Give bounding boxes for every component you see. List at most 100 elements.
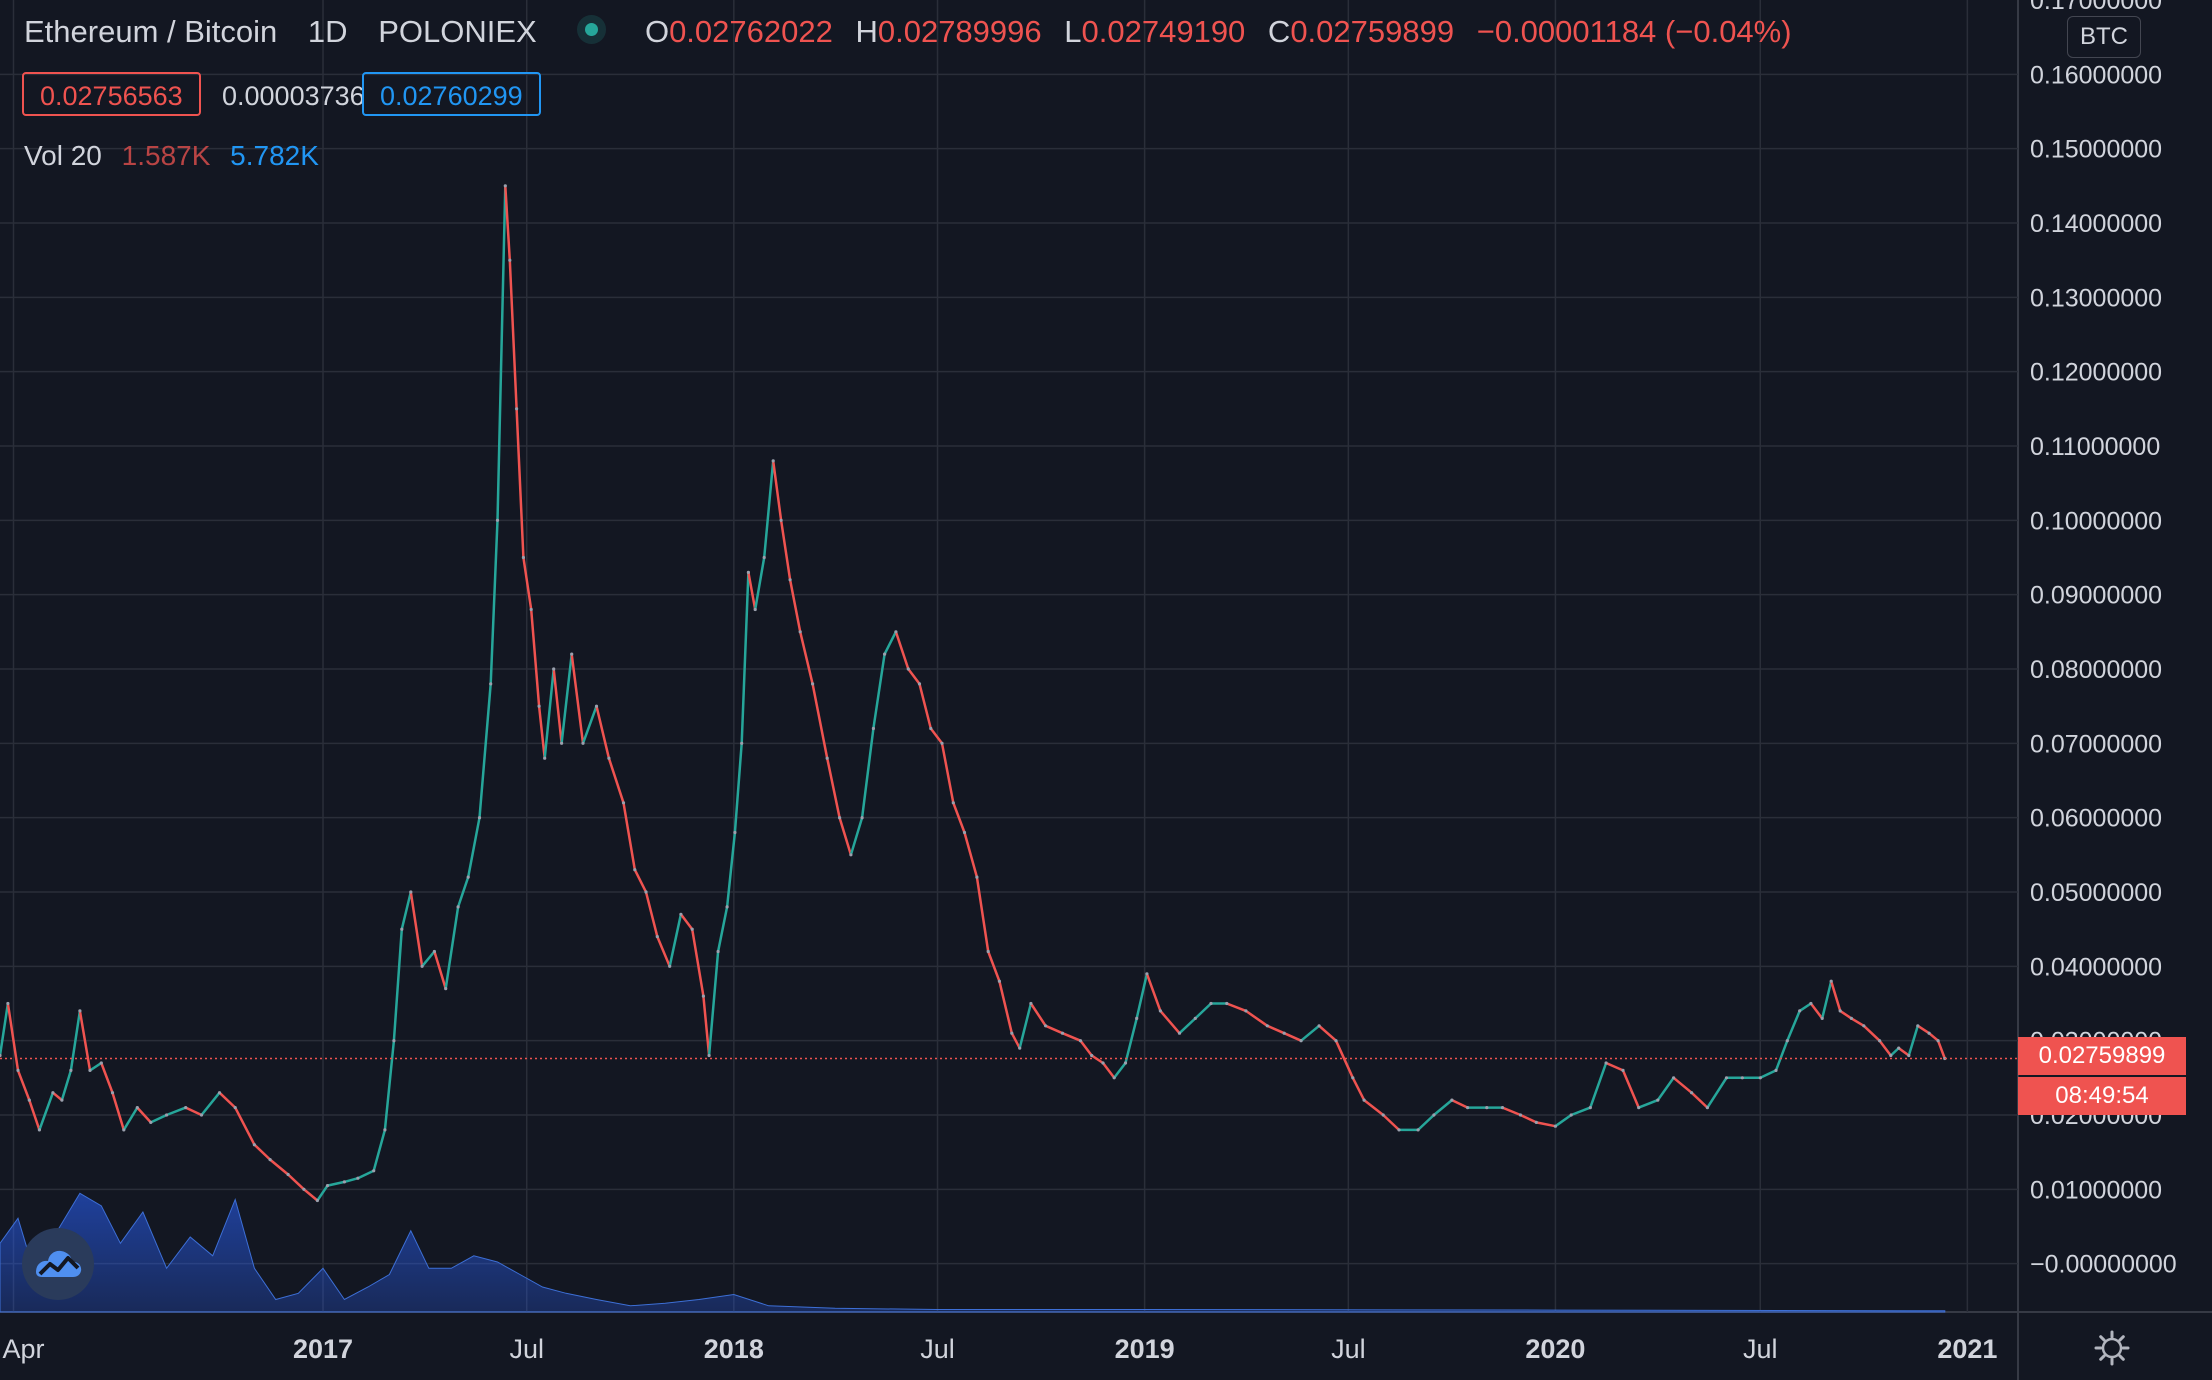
price-point	[51, 1091, 55, 1095]
price-point	[252, 1143, 256, 1147]
volume-label[interactable]: Vol 20	[24, 140, 102, 171]
price-segment	[1535, 1121, 1557, 1128]
price-point	[217, 1091, 222, 1095]
price-segment	[100, 1061, 114, 1094]
volume-area	[0, 1192, 1946, 1313]
price-point	[1889, 1053, 1893, 1058]
price-segment	[825, 756, 841, 819]
y-tick-label: 0.12000000	[2030, 359, 2162, 387]
open-value: 0.02762022	[669, 14, 833, 49]
price-point	[1829, 979, 1833, 983]
y-tick-label: 0.14000000	[2030, 210, 2162, 238]
price-point	[594, 704, 599, 708]
price-point	[1193, 1016, 1197, 1021]
price-segment	[1079, 1039, 1093, 1057]
price-segment	[1916, 1024, 1931, 1035]
price-segment	[1090, 1054, 1105, 1065]
price-point	[1656, 1098, 1660, 1102]
price-point	[543, 756, 547, 760]
close-label: C	[1267, 14, 1291, 49]
price-segment	[1266, 1024, 1286, 1035]
price-point	[529, 607, 533, 612]
close-value: 0.02759899	[1290, 14, 1455, 49]
price-segment	[907, 667, 921, 686]
price-point	[849, 853, 853, 857]
tradingview-cloud-icon	[36, 1250, 82, 1277]
price-segment	[28, 1098, 41, 1132]
price-point	[16, 1068, 20, 1072]
price-segment	[1759, 1069, 1778, 1080]
price-segment	[860, 727, 875, 819]
price-point	[521, 555, 526, 560]
price-point	[1798, 1009, 1802, 1013]
price-segment	[1774, 1039, 1789, 1072]
price-segment	[1018, 1002, 1033, 1050]
price-segment	[356, 1169, 375, 1180]
sell-price-button[interactable]: 0.02756563	[22, 72, 201, 116]
price-segment	[1936, 1039, 1947, 1060]
symbol-name[interactable]: Ethereum / Bitcoin	[24, 14, 278, 49]
price-segment	[496, 184, 507, 522]
price-point	[315, 1198, 319, 1203]
price-point	[37, 1128, 42, 1132]
price-segment	[515, 407, 525, 559]
price-segment	[1029, 1002, 1047, 1028]
price-segment	[165, 1106, 187, 1117]
y-tick-label: 0.09000000	[2030, 582, 2162, 610]
price-segment	[716, 905, 729, 953]
price-point	[0, 1053, 2, 1058]
price-segment	[1798, 1002, 1813, 1013]
price-point	[1907, 1053, 1911, 1058]
price-segment	[1554, 1113, 1573, 1128]
price-point	[1672, 1076, 1676, 1080]
price-segment	[60, 1069, 73, 1102]
price-axis[interactable]: 0.17000000 0.16000000 0.15000000 0.14000000…	[2030, 0, 2177, 1279]
price-segment	[725, 831, 737, 909]
price-segment	[918, 682, 933, 730]
price-segment	[595, 704, 611, 760]
price-segment	[1706, 1076, 1728, 1109]
price-point	[633, 868, 637, 872]
price-point	[679, 912, 683, 916]
price-point	[1145, 972, 1149, 976]
price-point	[286, 1172, 290, 1177]
tradingview-logo[interactable]	[22, 1228, 94, 1300]
open-label: O	[644, 14, 670, 49]
price-segment	[136, 1106, 153, 1124]
price-segment	[1604, 1061, 1625, 1072]
price-segment	[489, 519, 499, 686]
currency-badge[interactable]: BTC	[2067, 16, 2141, 58]
price-point	[951, 801, 955, 805]
price-segment	[963, 831, 979, 879]
price-segment	[702, 994, 711, 1057]
price-segment	[811, 682, 829, 760]
price-segment	[1112, 1061, 1127, 1080]
price-segment	[560, 652, 573, 745]
price-point	[570, 652, 574, 656]
interval-label[interactable]: 1D	[307, 14, 348, 49]
price-segment	[111, 1091, 126, 1132]
time-axis[interactable]: Apr 2017 Jul 2018 Jul 2019 Jul 2020 Jul 2021	[2, 1334, 1997, 1364]
price-point	[894, 630, 898, 634]
price-point	[1078, 1039, 1083, 1043]
buy-price-button[interactable]: 0.02760299	[362, 72, 541, 116]
gear-icon[interactable]	[2092, 1328, 2132, 1368]
price-segment	[16, 1069, 31, 1102]
price-segment	[316, 1184, 329, 1202]
price-point	[392, 1039, 396, 1043]
price-point	[621, 801, 626, 805]
price-segment	[570, 652, 585, 745]
bar-countdown-label: 08:49:54	[2018, 1077, 2186, 1115]
price-segment	[656, 935, 671, 968]
price-segment	[838, 816, 853, 857]
price-segment	[433, 950, 447, 990]
price-point	[1060, 1031, 1065, 1035]
price-point	[838, 816, 842, 820]
price-point	[986, 949, 990, 954]
price-segment	[383, 1039, 396, 1132]
price-point	[798, 630, 802, 634]
price-point	[1299, 1039, 1303, 1043]
x-tick-label: 2018	[704, 1334, 764, 1364]
x-tick-label: 2020	[1525, 1334, 1585, 1364]
